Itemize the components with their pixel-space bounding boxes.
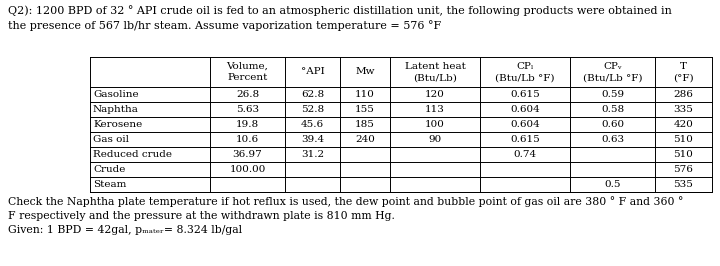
Text: Mw: Mw [355, 68, 374, 77]
Text: CPᵥ
(Btu/Lb °F): CPᵥ (Btu/Lb °F) [582, 62, 642, 82]
Text: 31.2: 31.2 [301, 150, 324, 159]
Text: 19.8: 19.8 [236, 120, 259, 129]
Text: Naphtha: Naphtha [93, 105, 139, 114]
Text: 335: 335 [674, 105, 693, 114]
Text: 52.8: 52.8 [301, 105, 324, 114]
Text: Gasoline: Gasoline [93, 90, 139, 99]
Text: Reduced crude: Reduced crude [93, 150, 172, 159]
Text: 0.59: 0.59 [601, 90, 624, 99]
Text: Latent heat
(Btu/Lb): Latent heat (Btu/Lb) [405, 62, 465, 82]
Text: 45.6: 45.6 [301, 120, 324, 129]
Text: 420: 420 [674, 120, 693, 129]
Text: CPₗ
(Btu/Lb °F): CPₗ (Btu/Lb °F) [495, 62, 554, 82]
Text: Gas oil: Gas oil [93, 135, 129, 144]
Text: Volume,
Percent: Volume, Percent [227, 62, 269, 82]
Text: 510: 510 [674, 135, 693, 144]
Text: 0.5: 0.5 [604, 180, 621, 189]
Text: Q2): 1200 BPD of 32 ° API crude oil is fed to an atmospheric distillation unit, : Q2): 1200 BPD of 32 ° API crude oil is f… [8, 5, 672, 31]
Text: 110: 110 [355, 90, 375, 99]
Text: 240: 240 [355, 135, 375, 144]
Text: 0.604: 0.604 [510, 105, 540, 114]
Text: 535: 535 [674, 180, 693, 189]
Text: Crude: Crude [93, 165, 125, 174]
Text: 62.8: 62.8 [301, 90, 324, 99]
Text: 510: 510 [674, 150, 693, 159]
Text: 10.6: 10.6 [236, 135, 259, 144]
Text: 5.63: 5.63 [236, 105, 259, 114]
Text: Check the Naphtha plate temperature if hot reflux is used, the dew point and bub: Check the Naphtha plate temperature if h… [8, 196, 683, 235]
Text: 113: 113 [425, 105, 445, 114]
Text: 0.604: 0.604 [510, 120, 540, 129]
Text: 286: 286 [674, 90, 693, 99]
Text: 39.4: 39.4 [301, 135, 324, 144]
Text: Steam: Steam [93, 180, 127, 189]
Text: 100.00: 100.00 [229, 165, 266, 174]
Text: 120: 120 [425, 90, 445, 99]
Text: 0.615: 0.615 [510, 135, 540, 144]
Text: 0.60: 0.60 [601, 120, 624, 129]
Text: T
(°F): T (°F) [673, 62, 694, 82]
Text: 185: 185 [355, 120, 375, 129]
Text: 155: 155 [355, 105, 375, 114]
Text: 0.74: 0.74 [513, 150, 536, 159]
Text: 0.615: 0.615 [510, 90, 540, 99]
Text: 0.63: 0.63 [601, 135, 624, 144]
Text: 576: 576 [674, 165, 693, 174]
Text: °API: °API [301, 68, 325, 77]
Text: 26.8: 26.8 [236, 90, 259, 99]
Text: 100: 100 [425, 120, 445, 129]
Text: Kerosene: Kerosene [93, 120, 143, 129]
Text: 36.97: 36.97 [233, 150, 262, 159]
Text: 90: 90 [428, 135, 441, 144]
Text: 0.58: 0.58 [601, 105, 624, 114]
